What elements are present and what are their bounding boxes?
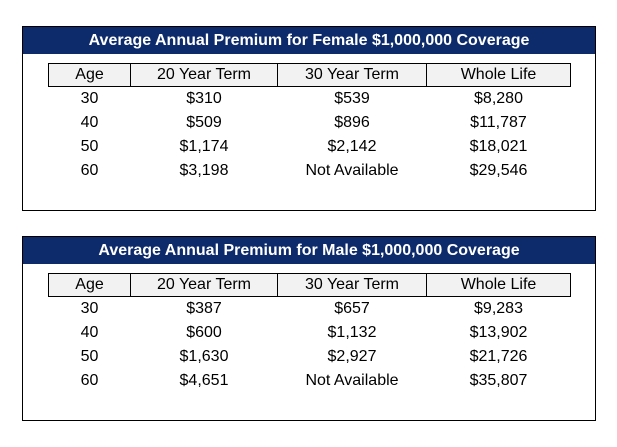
table-row: 50 $1,174 $2,142 $18,021 <box>49 135 571 159</box>
whole-life-cell: $35,807 <box>469 372 528 389</box>
age-cell: 50 <box>80 138 99 155</box>
age-cell: 40 <box>80 114 99 131</box>
term-20-cell: $3,198 <box>179 162 229 179</box>
table-row: 30 $387 $657 $9,283 <box>49 297 571 322</box>
age-cell: 30 <box>80 300 99 317</box>
term-30-cell: $2,142 <box>327 138 377 155</box>
male-premium-table: Age 20 Year Term 30 Year Term Whole Life… <box>48 273 571 393</box>
female-table-title: Average Annual Premium for Female $1,000… <box>23 27 595 54</box>
table-header-row: Age 20 Year Term 30 Year Term Whole Life <box>48 63 571 87</box>
age-cell: 60 <box>80 162 99 179</box>
term-30-cell: $1,132 <box>327 324 377 341</box>
term-30-cell: $2,927 <box>327 348 377 365</box>
table-row: 60 $4,651 Not Available $35,807 <box>49 369 571 393</box>
male-table-title: Average Annual Premium for Male $1,000,0… <box>23 237 595 264</box>
term-20-cell: $1,630 <box>179 348 229 365</box>
age-cell: 30 <box>80 90 99 107</box>
whole-life-cell: $29,546 <box>469 162 528 179</box>
whole-life-cell: $21,726 <box>469 348 528 365</box>
column-header-whole-life: Whole Life <box>426 63 571 87</box>
whole-life-cell: $8,280 <box>474 90 523 107</box>
term-30-cell: Not Available <box>305 162 399 179</box>
column-header-30-year-term: 30 Year Term <box>277 273 427 297</box>
term-20-cell: $387 <box>186 300 222 317</box>
whole-life-cell: $18,021 <box>469 138 528 155</box>
whole-life-cell: $11,787 <box>470 114 527 131</box>
table-row: 60 $3,198 Not Available $29,546 <box>49 159 571 183</box>
term-20-cell: $509 <box>186 114 222 131</box>
table-header-row: Age 20 Year Term 30 Year Term Whole Life <box>48 273 571 297</box>
column-header-age: Age <box>48 273 131 297</box>
term-20-cell: $4,651 <box>179 372 229 389</box>
age-cell: 60 <box>80 372 99 389</box>
term-30-cell: $896 <box>334 114 370 131</box>
male-premium-panel: Average Annual Premium for Male $1,000,0… <box>22 236 596 421</box>
term-20-cell: $600 <box>186 324 222 341</box>
term-30-cell: Not Available <box>305 372 399 389</box>
term-30-cell: $657 <box>334 300 370 317</box>
column-header-20-year-term: 20 Year Term <box>130 273 278 297</box>
table-row: 40 $509 $896 $11,787 <box>49 111 571 135</box>
term-20-cell: $310 <box>186 90 222 107</box>
term-30-cell: $539 <box>334 90 370 107</box>
table-row: 30 $310 $539 $8,280 <box>49 87 571 112</box>
whole-life-cell: $13,902 <box>469 324 528 341</box>
age-cell: 40 <box>80 324 99 341</box>
column-header-whole-life: Whole Life <box>426 273 571 297</box>
term-20-cell: $1,174 <box>179 138 229 155</box>
column-header-30-year-term: 30 Year Term <box>277 63 427 87</box>
column-header-20-year-term: 20 Year Term <box>130 63 278 87</box>
female-premium-panel: Average Annual Premium for Female $1,000… <box>22 26 596 211</box>
whole-life-cell: $9,283 <box>474 300 523 317</box>
age-cell: 50 <box>80 348 99 365</box>
table-row: 40 $600 $1,132 $13,902 <box>49 321 571 345</box>
table-row: 50 $1,630 $2,927 $21,726 <box>49 345 571 369</box>
column-header-age: Age <box>48 63 131 87</box>
female-premium-table: Age 20 Year Term 30 Year Term Whole Life… <box>48 63 571 183</box>
